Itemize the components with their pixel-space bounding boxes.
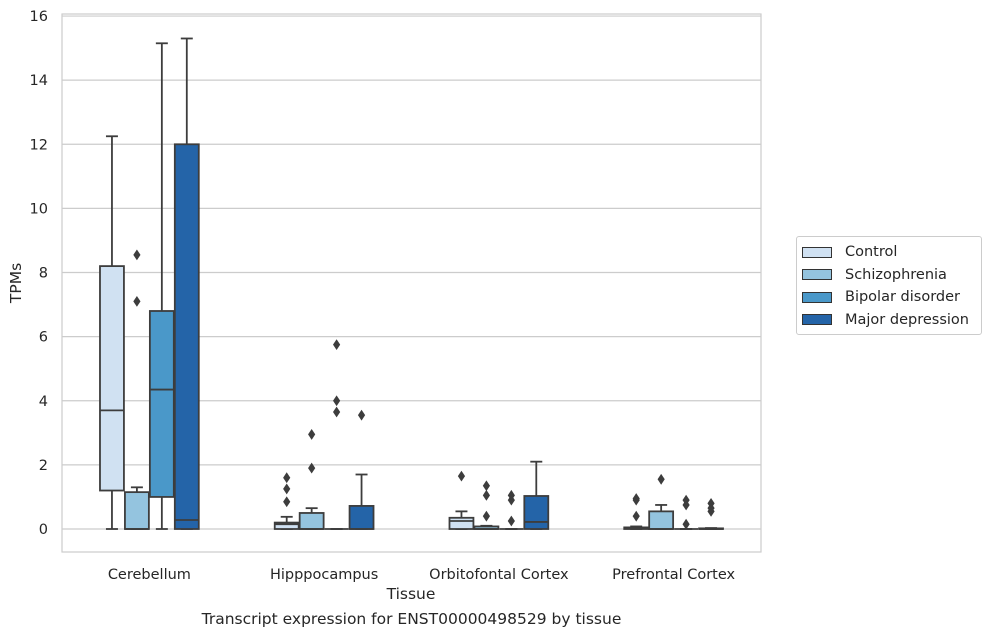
legend-label: Bipolar disorder	[845, 289, 960, 306]
box-major-depression	[698, 497, 724, 530]
outlier-point	[482, 480, 491, 492]
outlier-point	[482, 489, 491, 501]
legend-label: Schizophrenia	[845, 266, 947, 283]
box-schizophrenia	[124, 249, 150, 530]
outlier-point	[682, 518, 690, 530]
outlier-point	[332, 339, 341, 351]
legend-item: Bipolar disorder	[797, 286, 981, 309]
box-bipolar-disorder	[499, 489, 524, 530]
box-series	[99, 37, 724, 530]
y-tick-labels: 0 2 4 6 8 10 12 14 16	[30, 9, 48, 538]
y-tick-label: 6	[39, 330, 48, 346]
legend-swatch	[802, 246, 832, 258]
box-iqr	[648, 510, 675, 530]
outlier-point	[707, 497, 715, 509]
x-tick-label: Hipppocampus	[270, 567, 378, 583]
outlier-point	[507, 515, 515, 527]
y-tick-label: 10	[30, 201, 48, 217]
y-tick-label: 12	[30, 137, 48, 153]
box-iqr	[273, 521, 300, 530]
x-axis-label: Tissue	[386, 585, 436, 603]
plot-area-frame	[61, 13, 762, 553]
box-schizophrenia	[473, 480, 500, 530]
box-major-depression	[173, 37, 200, 530]
outlier-point	[332, 406, 341, 418]
y-tick-label: 4	[39, 394, 48, 410]
box-control	[448, 470, 475, 530]
outlier-point	[507, 489, 515, 501]
outlier-point	[482, 510, 491, 522]
outlier-point	[308, 462, 316, 474]
box-control	[273, 472, 300, 530]
box-control	[623, 493, 650, 530]
x-tick-label: Prefrontal Cortex	[612, 567, 735, 583]
box-iqr	[448, 516, 475, 530]
box-bipolar-disorder	[324, 339, 349, 530]
box-iqr	[348, 505, 375, 530]
outlier-point	[283, 472, 291, 484]
box-iqr	[173, 143, 200, 530]
y-tick-label: 16	[30, 9, 48, 25]
y-tick-label: 14	[30, 73, 48, 89]
outlier-point	[283, 496, 291, 508]
box-iqr	[124, 491, 150, 530]
legend-swatch	[802, 291, 832, 303]
box-control	[99, 135, 125, 530]
legend-item: Major depression	[797, 309, 981, 332]
legend-item: Control	[797, 241, 981, 264]
x-tick-label: Cerebellum	[108, 567, 191, 583]
outlier-point	[283, 483, 291, 495]
legend: Control Schizophrenia Bipolar disorder Majo…	[796, 236, 982, 335]
box-iqr	[99, 265, 125, 492]
outlier-point	[632, 510, 640, 522]
box-iqr	[523, 495, 550, 530]
outlier-point	[682, 494, 690, 506]
outlier-point	[357, 409, 366, 421]
outlier-point	[133, 249, 141, 261]
legend-swatch	[802, 314, 832, 326]
x-tick-label: Orbitofontal Cortex	[429, 567, 569, 583]
box-schizophrenia	[298, 429, 325, 530]
y-tick-label: 2	[39, 458, 48, 474]
outlier-point	[308, 429, 316, 440]
chart-caption: Transcript expression for ENST0000049852…	[201, 610, 622, 628]
legend-label: Control	[845, 244, 898, 261]
outlier-point	[657, 473, 665, 485]
x-tick-labels: Cerebellum Hipppocampus Orbitofontal Corte…	[108, 567, 736, 583]
outlier-point	[133, 295, 141, 307]
box-iqr	[148, 310, 175, 498]
outlier-point	[632, 493, 640, 504]
box-schizophrenia	[648, 473, 675, 530]
y-tick-label: 8	[39, 266, 48, 282]
legend-swatch	[802, 269, 832, 281]
box-bipolar-disorder	[674, 494, 699, 530]
y-axis-label: TPMs	[7, 263, 25, 304]
y-tick-label: 0	[39, 522, 48, 538]
outlier-point	[457, 470, 466, 482]
box-major-depression	[348, 409, 375, 530]
legend-item: Schizophrenia	[797, 264, 981, 287]
outlier-point	[332, 395, 341, 407]
box-iqr	[298, 512, 325, 530]
legend-label: Major depression	[845, 311, 969, 328]
box-major-depression	[523, 460, 550, 530]
box-bipolar-disorder	[148, 42, 175, 530]
